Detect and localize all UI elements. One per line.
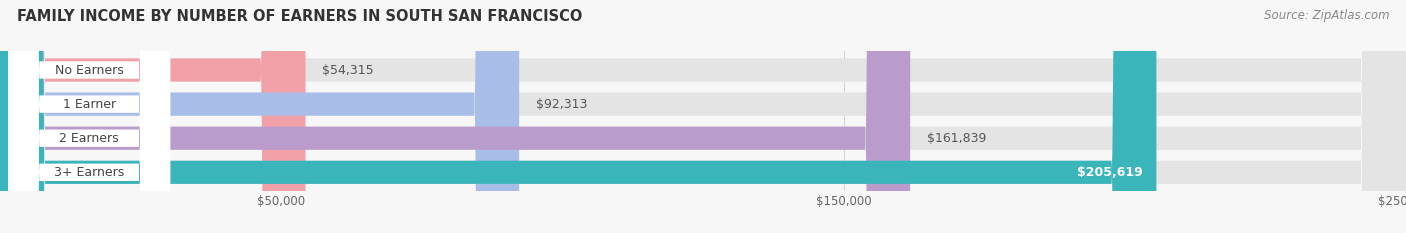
Text: Source: ZipAtlas.com: Source: ZipAtlas.com [1264,9,1389,22]
FancyBboxPatch shape [0,0,910,233]
FancyBboxPatch shape [8,0,170,233]
Text: $205,619: $205,619 [1077,166,1142,179]
FancyBboxPatch shape [8,0,170,233]
FancyBboxPatch shape [0,0,519,233]
FancyBboxPatch shape [8,0,170,233]
Text: $54,315: $54,315 [322,64,374,76]
Text: No Earners: No Earners [55,64,124,76]
Text: FAMILY INCOME BY NUMBER OF EARNERS IN SOUTH SAN FRANCISCO: FAMILY INCOME BY NUMBER OF EARNERS IN SO… [17,9,582,24]
FancyBboxPatch shape [0,0,305,233]
Text: 3+ Earners: 3+ Earners [55,166,124,179]
Text: 2 Earners: 2 Earners [59,132,120,145]
FancyBboxPatch shape [0,0,1156,233]
Text: $161,839: $161,839 [927,132,987,145]
FancyBboxPatch shape [8,0,170,233]
Text: $92,313: $92,313 [536,98,588,111]
Text: 1 Earner: 1 Earner [63,98,115,111]
